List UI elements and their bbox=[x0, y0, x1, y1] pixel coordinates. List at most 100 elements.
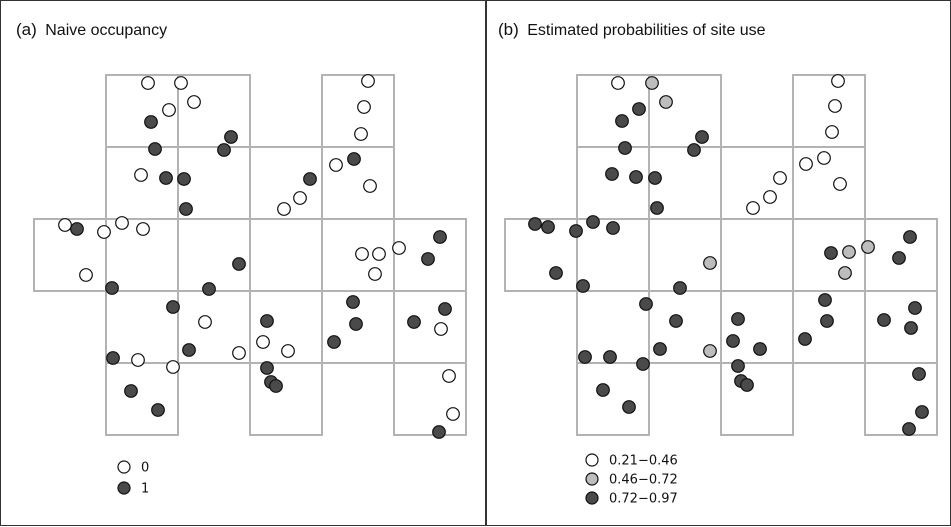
site-point bbox=[606, 221, 620, 235]
site-point bbox=[659, 95, 673, 109]
legend-swatch bbox=[585, 472, 599, 486]
site-point bbox=[174, 76, 188, 90]
grid-cell bbox=[576, 362, 650, 436]
site-point bbox=[446, 407, 460, 421]
site-point bbox=[182, 343, 196, 357]
panel-b-title-text: Estimated probabilities of site use bbox=[527, 22, 766, 39]
site-point bbox=[703, 256, 717, 270]
site-point bbox=[828, 99, 842, 113]
grid-cell bbox=[105, 362, 179, 436]
site-point bbox=[434, 322, 448, 336]
site-point bbox=[260, 314, 274, 328]
site-point bbox=[70, 222, 84, 236]
site-point bbox=[902, 422, 916, 436]
grid-cell bbox=[105, 290, 179, 364]
site-point bbox=[141, 76, 155, 90]
site-point bbox=[260, 361, 274, 375]
grid-cell bbox=[648, 74, 722, 148]
site-point bbox=[232, 346, 246, 360]
site-point bbox=[58, 218, 72, 232]
site-point bbox=[177, 172, 191, 186]
site-point bbox=[731, 312, 745, 326]
site-point bbox=[217, 143, 231, 157]
site-point bbox=[576, 279, 590, 293]
site-point bbox=[861, 240, 875, 254]
site-point bbox=[134, 168, 148, 182]
site-point bbox=[632, 102, 646, 116]
panel-a-tag: (a) bbox=[16, 20, 37, 39]
site-point bbox=[281, 344, 295, 358]
site-point bbox=[596, 383, 610, 397]
site-point bbox=[645, 76, 659, 90]
site-point bbox=[327, 335, 341, 349]
grid-cell bbox=[864, 290, 938, 364]
map-naive-occupancy: 01 bbox=[33, 74, 467, 497]
site-point bbox=[892, 251, 906, 265]
site-point bbox=[673, 281, 687, 295]
site-point bbox=[136, 222, 150, 236]
legend-swatch bbox=[585, 453, 599, 467]
site-point bbox=[432, 425, 446, 439]
site-point bbox=[653, 342, 667, 356]
grid-cell bbox=[177, 74, 251, 148]
legend-label: 0 bbox=[141, 461, 149, 476]
site-point bbox=[825, 125, 839, 139]
site-point bbox=[912, 367, 926, 381]
grid-cell bbox=[504, 218, 578, 292]
site-point bbox=[363, 179, 377, 193]
grid-cell bbox=[393, 362, 467, 436]
site-point bbox=[372, 247, 386, 261]
site-point bbox=[407, 315, 421, 329]
panel-b-title: (b) Estimated probabilities of site use bbox=[498, 20, 766, 40]
legend-swatch bbox=[585, 491, 599, 505]
site-point bbox=[831, 74, 845, 88]
site-point bbox=[636, 357, 650, 371]
site-point bbox=[687, 143, 701, 157]
site-point bbox=[763, 190, 777, 204]
legend: 0.21−0.46 0.46−0.72 0.72−0.97 bbox=[585, 453, 678, 507]
site-point bbox=[148, 142, 162, 156]
site-point bbox=[904, 321, 918, 335]
site-point bbox=[569, 224, 583, 238]
grid-cell bbox=[864, 362, 938, 436]
grid-cell bbox=[249, 218, 323, 292]
site-point bbox=[639, 297, 653, 311]
site-point bbox=[549, 266, 563, 280]
site-point bbox=[528, 217, 542, 231]
panel-b-tag: (b) bbox=[498, 20, 519, 39]
legend-label: 0.21−0.46 bbox=[609, 454, 678, 469]
site-point bbox=[144, 115, 158, 129]
site-point bbox=[877, 313, 891, 327]
site-point bbox=[166, 360, 180, 374]
site-point bbox=[115, 216, 129, 230]
site-point bbox=[277, 202, 291, 216]
site-point bbox=[799, 157, 813, 171]
site-point bbox=[622, 400, 636, 414]
site-point bbox=[346, 295, 360, 309]
site-point bbox=[269, 379, 283, 393]
site-point bbox=[224, 130, 238, 144]
site-point bbox=[368, 267, 382, 281]
site-point bbox=[908, 301, 922, 315]
site-point bbox=[824, 246, 838, 260]
site-point bbox=[695, 130, 709, 144]
site-point bbox=[618, 141, 632, 155]
legend-label: 0.72−0.97 bbox=[609, 492, 678, 507]
grid-cell bbox=[33, 218, 107, 292]
site-point bbox=[198, 315, 212, 329]
site-point bbox=[650, 201, 664, 215]
legend-label: 0.46−0.72 bbox=[609, 473, 678, 488]
site-point bbox=[256, 335, 270, 349]
site-point bbox=[817, 151, 831, 165]
site-point bbox=[131, 353, 145, 367]
site-point bbox=[79, 268, 93, 282]
site-point bbox=[915, 405, 929, 419]
panel-site-use-probabilities: (b) Estimated probabilities of site use … bbox=[486, 0, 951, 526]
site-point bbox=[578, 350, 592, 364]
site-point bbox=[753, 342, 767, 356]
site-point bbox=[303, 172, 317, 186]
survey-grid bbox=[33, 74, 467, 436]
grid-cell bbox=[720, 362, 794, 436]
panel-a-title: (a) Naive occupancy bbox=[16, 20, 167, 40]
